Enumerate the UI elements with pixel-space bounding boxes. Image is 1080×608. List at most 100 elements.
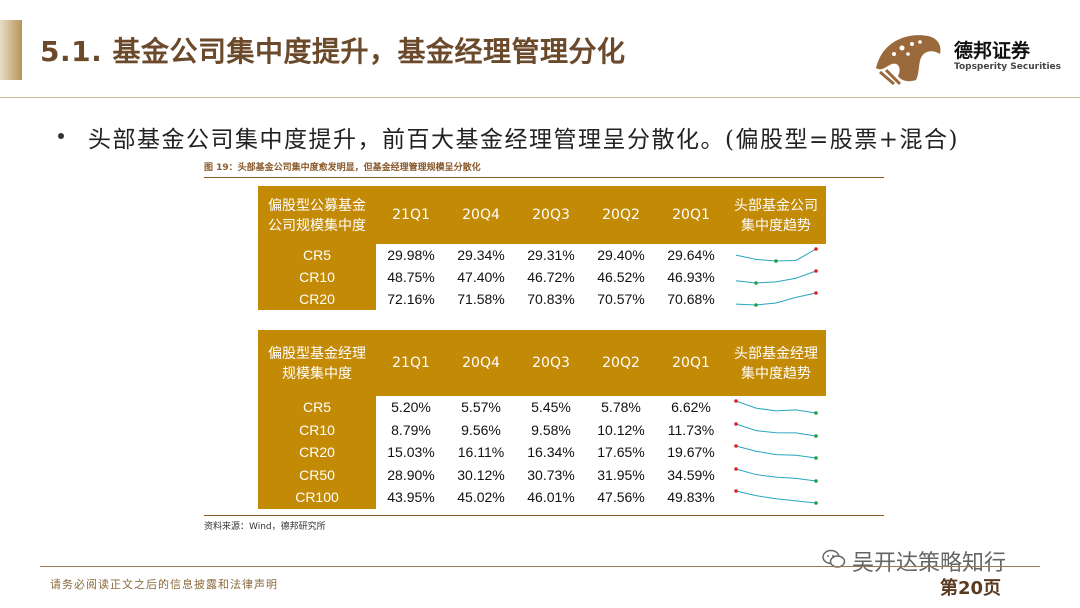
sparkline-cell (726, 244, 826, 266)
table-row: CR10 48.75% 47.40% 46.72% 46.52% 46.93% (258, 266, 826, 288)
sparkline-high-point (734, 444, 738, 449)
sparkline-cell (726, 419, 826, 442)
sparkline-high-point (814, 269, 818, 273)
logo-name-en: Topsperity Securities (954, 62, 1061, 72)
sparkline-low-point (754, 281, 758, 285)
table-cell: 47.40% (457, 269, 505, 285)
table-cell: 10.12% (597, 421, 645, 438)
watermark-text: 吴开达策略知行 (852, 551, 1007, 576)
sparkline-high-point (734, 466, 738, 471)
table2-trend-line2: 集中度趋势 (741, 366, 811, 382)
table-cell: 29.98% (387, 247, 435, 263)
row-label: CR20 (258, 441, 376, 464)
table-cell: 48.75% (387, 269, 435, 285)
table-cell: 45.02% (457, 489, 505, 506)
table1-col-header: 20Q3 (516, 186, 586, 244)
table-cell: 46.72% (527, 269, 575, 285)
sparkline (735, 247, 818, 263)
table-cell: 5.20% (391, 399, 431, 416)
logo-name-cn: 德邦证券 (954, 40, 1031, 62)
table-cell: 29.34% (457, 247, 505, 263)
table-cell: 5.45% (531, 399, 571, 416)
table-row: CR5 5.20% 5.57% 5.45% 5.78% 6.62% (258, 396, 826, 419)
table2-trend-line1: 头部基金经理 (734, 346, 818, 362)
table-cell: 46.93% (667, 269, 715, 285)
table-row: CR20 72.16% 71.58% 70.83% 70.57% 70.68% (258, 288, 826, 310)
sparkline (735, 269, 818, 285)
table1-col-header: 20Q1 (656, 186, 726, 244)
row-label: CR100 (258, 486, 376, 509)
table-cell: 6.62% (671, 399, 711, 416)
watermark: 吴开达策略知行 (822, 545, 1052, 576)
sparkline-cell (726, 396, 826, 419)
manager-concentration-table: 偏股型基金经理 规模集中度 21Q1 20Q4 20Q3 20Q2 20Q1 头… (258, 330, 826, 509)
sparkline-low-point (814, 433, 818, 438)
table-row: CR20 15.03% 16.11% 16.34% 17.65% 19.67% (258, 441, 826, 464)
header-divider (0, 97, 1080, 98)
sparkline-high-point (814, 291, 818, 295)
disclaimer: 请务必阅读正文之后的信息披露和法律声明 (50, 578, 278, 591)
table2-trend-header: 头部基金经理 集中度趋势 (726, 330, 826, 396)
wechat-icon (822, 549, 846, 568)
table-cell: 30.12% (457, 466, 505, 483)
table2-col-header: 20Q2 (586, 330, 656, 396)
table1-col-header: 20Q2 (586, 186, 656, 244)
sparkline-path (735, 400, 817, 414)
table1-trend-header: 头部基金公司 集中度趋势 (726, 186, 826, 244)
table-cell: 28.90% (387, 466, 435, 483)
table1-trend-line1: 头部基金公司 (734, 198, 818, 214)
sparkline-path (735, 292, 817, 306)
sparkline (734, 489, 818, 506)
sparkline-high-point (814, 247, 818, 251)
sparkline-path (735, 490, 817, 504)
sparkline-high-point (734, 399, 738, 404)
table-cell: 46.52% (597, 269, 645, 285)
table1-col-header: 20Q4 (446, 186, 516, 244)
sparkline (734, 466, 818, 483)
table-cell: 43.95% (387, 489, 435, 506)
sparkline-cell (726, 486, 826, 509)
table-row: CR10 8.79% 9.56% 9.58% 10.12% 11.73% (258, 418, 826, 442)
table2-corner-header: 偏股型基金经理 规模集中度 (258, 330, 376, 396)
bullet-dot-icon (58, 133, 64, 139)
table-cell: 5.57% (461, 399, 501, 416)
footer-divider (40, 566, 1040, 567)
sparkline-cell (726, 464, 826, 487)
table2-corner-line1: 偏股型基金经理 (268, 346, 366, 362)
sparkline-low-point (814, 456, 818, 461)
sparkline-path (735, 445, 817, 459)
sparkline-high-point (734, 421, 738, 426)
table-cell: 5.78% (601, 399, 641, 416)
table-row: CR100 43.95% 45.02% 46.01% 47.56% 49.83% (258, 486, 826, 509)
table2-col-header: 20Q1 (656, 330, 726, 396)
leopard-logo-icon (872, 28, 944, 86)
sparkline (734, 399, 818, 416)
table-cell: 71.58% (457, 291, 505, 307)
row-label: CR5 (258, 396, 376, 419)
table1-corner-line2: 公司规模集中度 (268, 218, 366, 234)
table-cell: 34.59% (667, 466, 715, 483)
table-cell: 16.34% (527, 444, 575, 461)
figure-caption: 图 19：头部基金公司集中度愈发明显，但基金经理管理规模呈分散化 (204, 163, 481, 173)
figure-top-rule (204, 177, 884, 178)
table1-col-header: 21Q1 (376, 186, 446, 244)
sparkline-path (735, 423, 817, 437)
table-cell: 29.64% (667, 247, 715, 263)
sparkline-cell (726, 441, 826, 464)
table-cell: 72.16% (387, 291, 435, 307)
table-cell: 47.56% (597, 489, 645, 506)
sparkline (734, 444, 818, 461)
table-cell: 8.79% (391, 421, 431, 438)
table-cell: 49.83% (667, 489, 715, 506)
table-cell: 46.01% (527, 489, 575, 506)
sparkline-low-point (814, 478, 818, 483)
table-cell: 16.11% (457, 444, 505, 461)
table-cell: 9.56% (461, 421, 501, 438)
table-cell: 70.57% (597, 291, 645, 307)
sparkline (734, 421, 818, 438)
row-label: CR50 (258, 463, 376, 486)
sparkline-low-point (814, 411, 818, 416)
slide-title: 5.1. 基金公司集中度提升，基金经理管理分化 (40, 35, 626, 68)
sparkline-low-point (814, 501, 818, 506)
table-cell: 17.65% (597, 444, 645, 461)
